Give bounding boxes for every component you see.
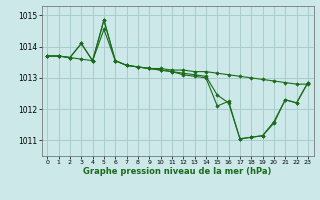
X-axis label: Graphe pression niveau de la mer (hPa): Graphe pression niveau de la mer (hPa) (84, 167, 272, 176)
